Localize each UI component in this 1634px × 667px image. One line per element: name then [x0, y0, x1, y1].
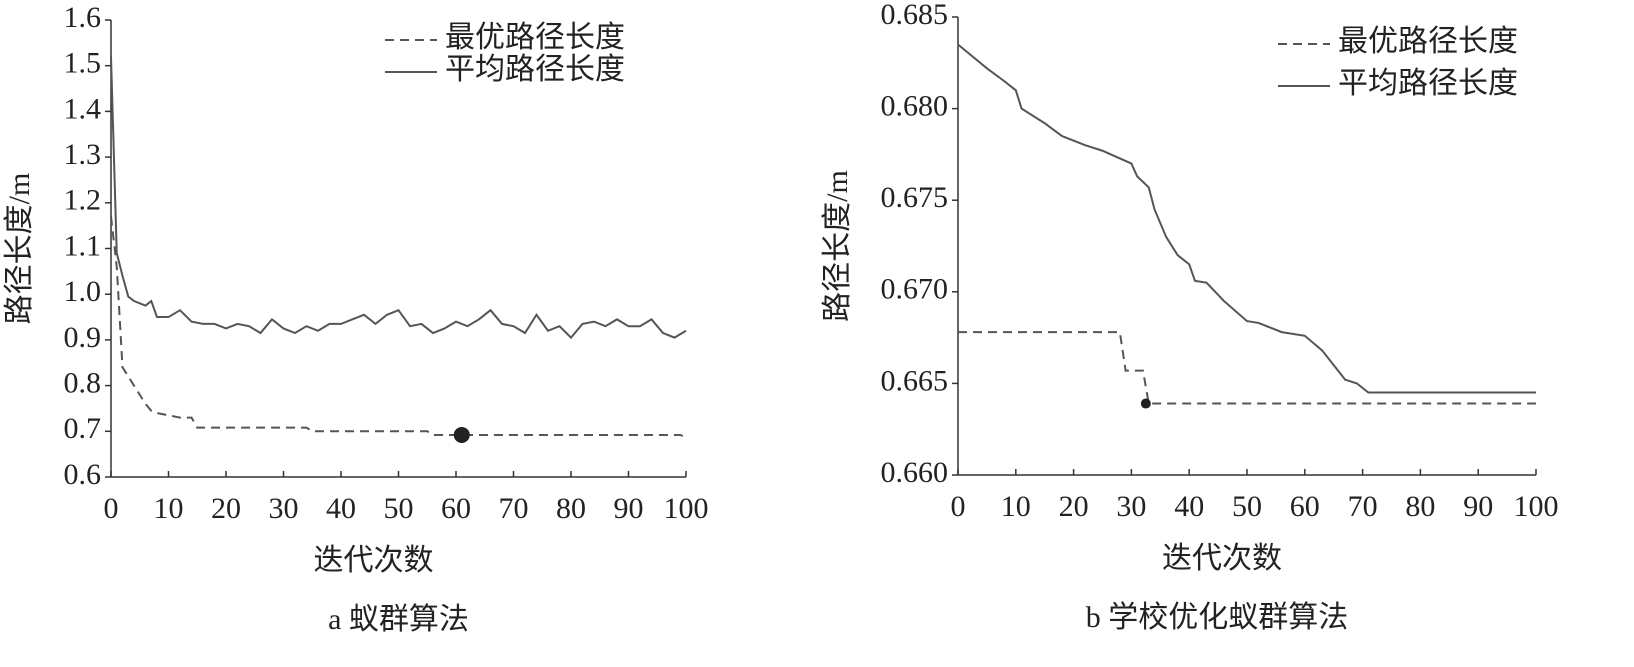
x-tick-label: 100 [1514, 490, 1559, 523]
x-tick-label: 10 [1001, 490, 1031, 523]
y-tick-label: 0.6 [64, 458, 102, 491]
y-axis-label: 路径长度/m [821, 170, 854, 322]
legend-label: 平均路径长度 [445, 53, 625, 86]
x-tick-label: 30 [1116, 490, 1146, 523]
x-tick-label: 80 [1405, 490, 1435, 523]
y-tick-label: 0.9 [64, 321, 102, 354]
x-tick-label: 100 [664, 492, 709, 525]
x-tick-label: 40 [326, 492, 356, 525]
y-tick-label: 1.0 [64, 275, 102, 308]
x-tick-label: 80 [556, 492, 586, 525]
marker [453, 426, 470, 443]
x-tick-label: 90 [614, 492, 644, 525]
series-line [958, 331, 1536, 405]
y-tick-label: 0.670 [881, 273, 949, 306]
x-tick-label: 30 [269, 492, 299, 525]
y-axis-label: 路径长度/m [3, 173, 36, 325]
x-tick-label: 70 [1348, 490, 1378, 523]
y-tick-label: 1.4 [64, 92, 102, 125]
y-tick-label: 0.7 [64, 412, 102, 445]
series-line [957, 43, 1536, 394]
x-tick-label: 0 [104, 492, 119, 525]
y-tick-label: 0.680 [881, 89, 949, 122]
y-tick-label: 1.2 [64, 184, 102, 217]
x-tick-label: 70 [499, 492, 529, 525]
series-line [110, 56, 687, 340]
y-tick-label: 1.6 [64, 1, 102, 34]
y-tick-label: 0.8 [64, 366, 102, 399]
y-tick-label: 0.685 [881, 0, 949, 31]
x-tick-label: 40 [1174, 490, 1204, 523]
legend-label: 最优路径长度 [445, 21, 625, 54]
legend-label: 最优路径长度 [1338, 25, 1518, 58]
x-tick-label: 0 [951, 490, 966, 523]
y-tick-label: 0.675 [881, 181, 949, 214]
x-tick-label: 20 [211, 492, 241, 525]
y-tick-label: 1.3 [64, 138, 102, 171]
y-tick-label: 0.665 [881, 364, 949, 397]
x-tick-label: 60 [1290, 490, 1320, 523]
x-axis-label: 迭代次数 [314, 544, 434, 577]
caption: b 学校优化蚁群算法 [1086, 601, 1349, 634]
x-tick-label: 50 [384, 492, 414, 525]
y-tick-label: 0.660 [881, 456, 949, 489]
y-tick-label: 1.5 [64, 47, 102, 80]
caption: a 蚁群算法 [328, 603, 469, 636]
x-axis-label: 迭代次数 [1162, 542, 1282, 575]
x-tick-label: 90 [1463, 490, 1493, 523]
series-line [110, 216, 687, 439]
x-tick-label: 60 [441, 492, 471, 525]
marker [1140, 398, 1151, 409]
x-tick-label: 50 [1232, 490, 1262, 523]
legend-label: 平均路径长度 [1338, 67, 1518, 100]
y-tick-label: 1.1 [64, 229, 102, 262]
x-tick-label: 10 [154, 492, 184, 525]
x-tick-label: 20 [1059, 490, 1089, 523]
